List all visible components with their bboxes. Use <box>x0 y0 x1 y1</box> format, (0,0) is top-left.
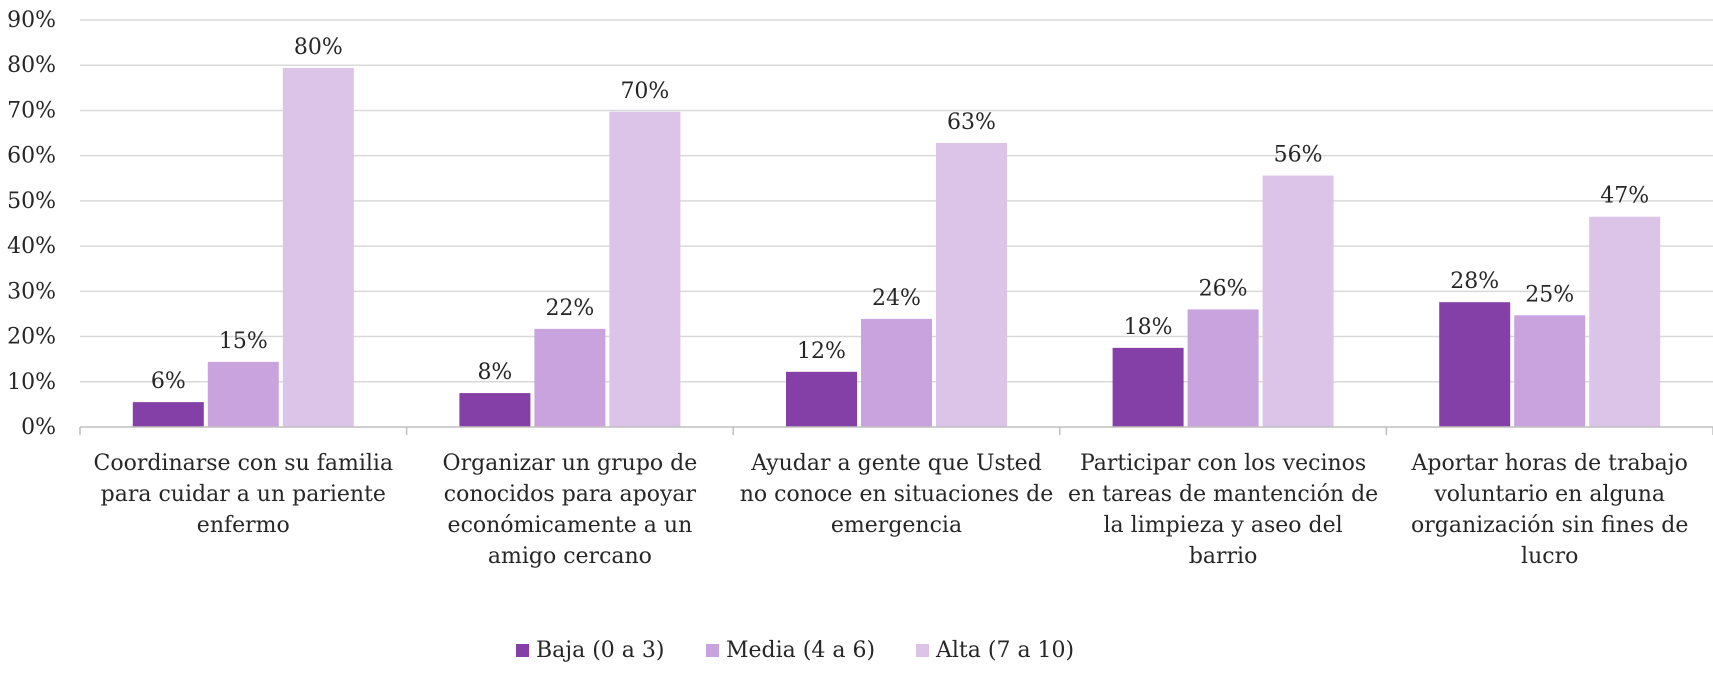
x-category-label: Aportar horas de trabajo voluntario en al… <box>1411 451 1689 569</box>
bar <box>609 111 681 427</box>
data-label: 26% <box>1199 276 1248 301</box>
bars <box>132 67 1661 428</box>
data-label: 80% <box>294 35 343 60</box>
y-tick-label: 40% <box>7 234 56 259</box>
x-category-label: Ayudar a gente que Usted no conoce en sit… <box>740 451 1054 538</box>
legend-label: Alta (7 a 10) <box>935 638 1074 663</box>
y-tick-label: 10% <box>7 370 56 395</box>
bar <box>1589 216 1661 427</box>
x-category-label: Coordinarse con su familia para cuidar a … <box>94 451 394 538</box>
data-label: 70% <box>620 79 669 104</box>
y-tick-label: 70% <box>7 98 56 123</box>
bar <box>861 318 932 427</box>
bar <box>1112 347 1184 427</box>
category-label-line: Aportar horas de trabajo <box>1411 451 1688 476</box>
bar <box>282 67 354 428</box>
data-label: 8% <box>477 360 512 385</box>
legend-label: Media (4 a 6) <box>726 638 875 663</box>
y-axis: 0% 10% 20% 30% 40% 50% 60% 70% 80% 90% <box>7 8 56 440</box>
data-label: 15% <box>219 329 268 354</box>
data-label: 28% <box>1450 269 1499 294</box>
y-tick-label: 20% <box>7 325 56 350</box>
bar <box>786 371 857 427</box>
y-tick-label: 90% <box>7 8 56 33</box>
bar <box>936 143 1007 427</box>
y-tick-label: 0% <box>21 415 56 440</box>
data-label: 6% <box>151 369 186 394</box>
category-label-line: económicamente a un <box>448 513 693 538</box>
category-label-line: Ayudar a gente que Usted <box>750 451 1042 476</box>
y-tick-label: 50% <box>7 189 56 214</box>
bar <box>1439 302 1511 427</box>
data-label: 18% <box>1124 315 1173 340</box>
data-label: 12% <box>797 339 846 364</box>
data-label: 22% <box>545 296 594 321</box>
category-label-line: emergencia <box>831 513 962 538</box>
bar <box>132 402 204 427</box>
bar <box>534 328 606 427</box>
data-labels: 6% 15% 80% 8% 22% 70% 12% 24% 63% 18% 26% 56% 28% 25%… <box>151 35 1649 394</box>
bar <box>207 361 279 427</box>
legend-swatch <box>916 644 929 657</box>
category-label-line: Participar con los vecinos <box>1080 451 1366 476</box>
category-label-line: Coordinarse con su familia <box>94 451 394 476</box>
category-label-line: lucro <box>1521 544 1578 569</box>
category-label-line: en tareas de mantención de <box>1068 482 1378 507</box>
category-label-line: barrio <box>1189 544 1258 569</box>
y-tick-label: 30% <box>7 279 56 304</box>
category-label-line: conocidos para apoyar <box>444 482 697 507</box>
category-label-line: Organizar un grupo de <box>443 451 698 476</box>
data-label: 24% <box>872 286 921 311</box>
bar <box>1262 175 1334 427</box>
legend-label: Baja (0 a 3) <box>536 638 664 663</box>
bar <box>1514 315 1586 427</box>
x-category-label: Organizar un grupo de conocidos para apoy… <box>443 451 698 569</box>
y-tick-label: 60% <box>7 144 56 169</box>
category-label-line: para cuidar a un pariente <box>101 482 386 507</box>
y-tick-label: 80% <box>7 53 56 78</box>
x-category-label: Participar con los vecinos en tareas de m… <box>1068 451 1378 569</box>
data-label: 56% <box>1274 143 1323 168</box>
category-label-line: la limpieza y aseo del <box>1104 513 1343 538</box>
category-label-line: enfermo <box>197 513 290 538</box>
category-label-line: amigo cercano <box>488 544 652 569</box>
bar <box>459 393 531 427</box>
legend-swatch <box>516 644 529 657</box>
data-label: 47% <box>1600 184 1649 209</box>
category-label-line: no conoce en situaciones de <box>740 482 1054 507</box>
legend-swatch <box>706 644 719 657</box>
legend: Baja (0 a 3) Media (4 a 6) Alta (7 a 10) <box>516 638 1074 663</box>
data-label: 63% <box>947 110 996 135</box>
data-label: 25% <box>1525 282 1574 307</box>
category-label-line: organización sin fines de <box>1411 513 1688 538</box>
x-axis: Coordinarse con su familia para cuidar a … <box>79 426 1713 569</box>
category-label-line: voluntario en alguna <box>1433 482 1665 507</box>
bar <box>1187 309 1259 427</box>
